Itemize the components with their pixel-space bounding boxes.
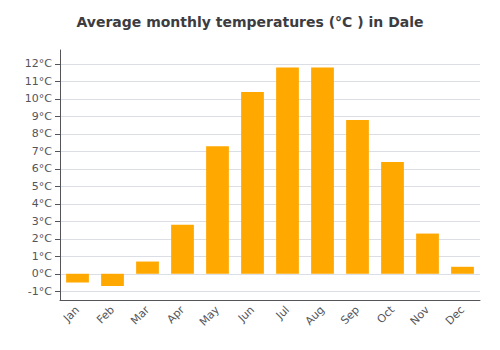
svg-text:7°C: 7°C [32, 145, 52, 158]
svg-text:1°C: 1°C [32, 250, 52, 263]
svg-text:Jun: Jun [235, 303, 257, 325]
svg-text:Nov: Nov [408, 303, 433, 328]
svg-text:-1°C: -1°C [28, 285, 52, 298]
svg-text:0°C: 0°C [32, 267, 52, 280]
svg-text:11°C: 11°C [25, 75, 52, 88]
svg-text:3°C: 3°C [32, 215, 52, 228]
svg-text:10°C: 10°C [25, 92, 52, 105]
svg-text:Apr: Apr [164, 303, 187, 326]
svg-text:Average monthly temperatures (: Average monthly temperatures (°C ) in Da… [76, 14, 423, 30]
svg-text:8°C: 8°C [32, 127, 52, 140]
svg-text:9°C: 9°C [32, 110, 52, 123]
svg-text:Feb: Feb [94, 303, 117, 326]
svg-text:May: May [197, 303, 223, 329]
svg-text:Dec: Dec [443, 303, 467, 327]
svg-text:6°C: 6°C [32, 162, 52, 175]
svg-text:2°C: 2°C [32, 232, 52, 245]
svg-text:4°C: 4°C [32, 197, 52, 210]
svg-text:Oct: Oct [374, 303, 397, 326]
svg-text:Mar: Mar [128, 303, 152, 327]
svg-text:5°C: 5°C [32, 180, 52, 193]
svg-text:12°C: 12°C [25, 57, 52, 70]
svg-text:Sep: Sep [338, 303, 362, 327]
svg-text:Jul: Jul [273, 303, 292, 322]
svg-text:Jan: Jan [60, 303, 82, 325]
svg-text:Aug: Aug [303, 303, 327, 327]
